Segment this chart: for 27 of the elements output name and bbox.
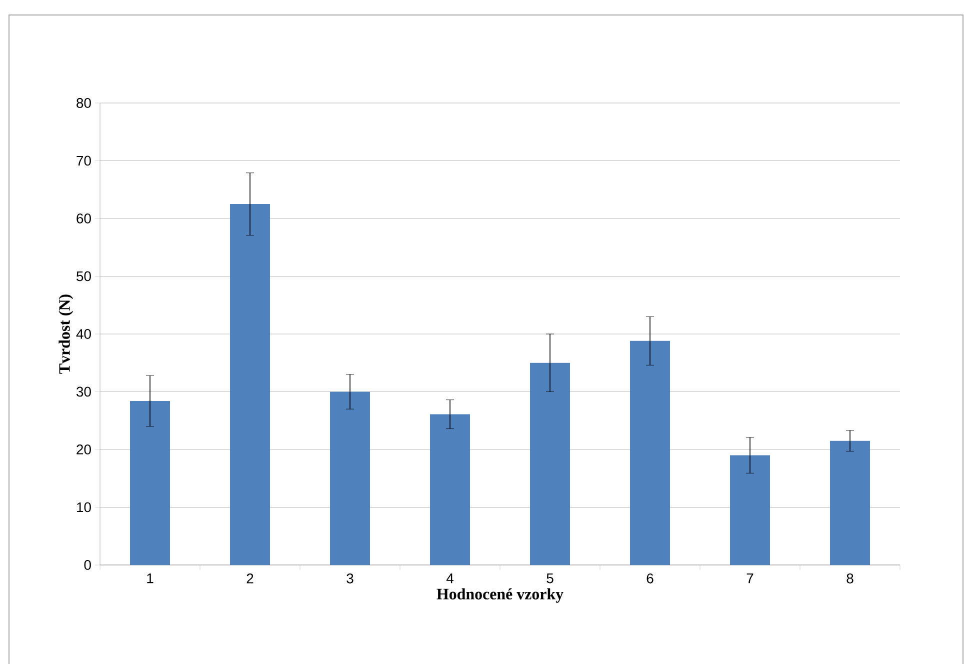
- bar: [830, 440, 870, 565]
- y-tick-label: 60: [76, 214, 91, 224]
- y-axis-title: Tvrdost (N): [58, 294, 74, 374]
- bar: [530, 362, 570, 565]
- bar: [230, 204, 270, 565]
- x-tick-label: 3: [346, 573, 354, 584]
- bar: [730, 455, 770, 565]
- bar: [130, 400, 170, 565]
- bar: [330, 392, 370, 565]
- x-tick-label: 2: [246, 573, 254, 584]
- x-tick-label: 7: [746, 574, 754, 584]
- x-tick-label: 8: [846, 573, 854, 584]
- bar: [630, 340, 670, 565]
- y-tick-label: 50: [76, 271, 91, 282]
- y-tick-label: 80: [76, 98, 91, 108]
- y-tick-label: 10: [77, 502, 91, 512]
- y-tick-label: 40: [76, 329, 91, 339]
- x-tick-label: 4: [446, 574, 454, 584]
- x-axis-title: Hodnocené vzorky: [436, 588, 564, 603]
- x-tick-label: 6: [646, 573, 654, 584]
- x-tick-label: 5: [546, 574, 554, 584]
- y-tick-label: 30: [76, 386, 91, 397]
- y-tick-label: 20: [76, 444, 91, 454]
- y-tick-label: 0: [84, 560, 91, 570]
- x-tick-label: 1: [147, 574, 154, 584]
- bar: [430, 414, 470, 565]
- y-tick-label: 70: [76, 156, 91, 166]
